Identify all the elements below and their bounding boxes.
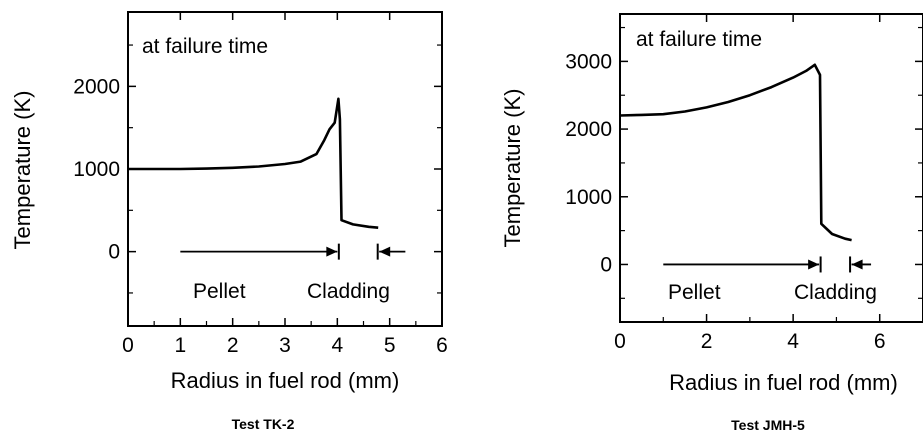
temperature-series-line xyxy=(620,65,852,240)
pellet-arrow-head xyxy=(326,247,337,257)
chart-tk2: 0 1 2 3 4 5 6 0 1000 2000 Radius in fuel rod (mm) T… xyxy=(10,12,448,432)
x-tick-label: 5 xyxy=(384,334,396,357)
x-tick-label: 2 xyxy=(227,334,239,357)
x-tick-label: 0 xyxy=(614,330,626,353)
x-axis-label: Radius in fuel rod (mm) xyxy=(669,370,898,395)
plot-frame xyxy=(620,14,923,322)
y-tick-label: 2000 xyxy=(73,75,120,98)
cladding-arrow-head xyxy=(379,247,390,257)
y-axis-label: Temperature (K) xyxy=(500,89,525,248)
pellet-arrow-head xyxy=(808,259,819,269)
x-tick-label: 3 xyxy=(279,334,291,357)
y-tick-label: 2000 xyxy=(565,118,612,141)
y-axis-label: Temperature (K) xyxy=(10,91,35,250)
y-tick-label: 3000 xyxy=(565,50,612,73)
x-tick-label: 0 xyxy=(122,334,134,357)
cladding-label: Cladding xyxy=(794,281,877,304)
temperature-series-line xyxy=(128,99,378,228)
y-tick-label: 0 xyxy=(108,241,120,264)
chart-jmh5: 0 2 4 6 0 1000 2000 3000 Radius in fuel rod (mm)… xyxy=(500,14,923,433)
x-tick-label: 4 xyxy=(331,334,343,357)
y-tick-label: 0 xyxy=(600,253,612,276)
cladding-arrow-head xyxy=(852,259,863,269)
x-tick-label: 2 xyxy=(701,330,713,353)
pellet-label: Pellet xyxy=(668,281,721,304)
x-axis-label: Radius in fuel rod (mm) xyxy=(171,368,400,393)
y-tick-label: 1000 xyxy=(73,158,120,181)
pellet-label: Pellet xyxy=(193,280,246,303)
annotation-label: at failure time xyxy=(636,28,762,51)
x-tick-label: 6 xyxy=(874,330,886,353)
y-tick-label: 1000 xyxy=(565,186,612,209)
annotation-label: at failure time xyxy=(142,35,268,58)
cladding-label: Cladding xyxy=(307,280,390,303)
chart-caption: Test TK-2 xyxy=(232,416,295,432)
x-tick-label: 1 xyxy=(174,334,186,357)
x-tick-label: 6 xyxy=(436,334,448,357)
x-tick-label: 4 xyxy=(787,330,799,353)
chart-caption: Test JMH-5 xyxy=(731,417,805,433)
